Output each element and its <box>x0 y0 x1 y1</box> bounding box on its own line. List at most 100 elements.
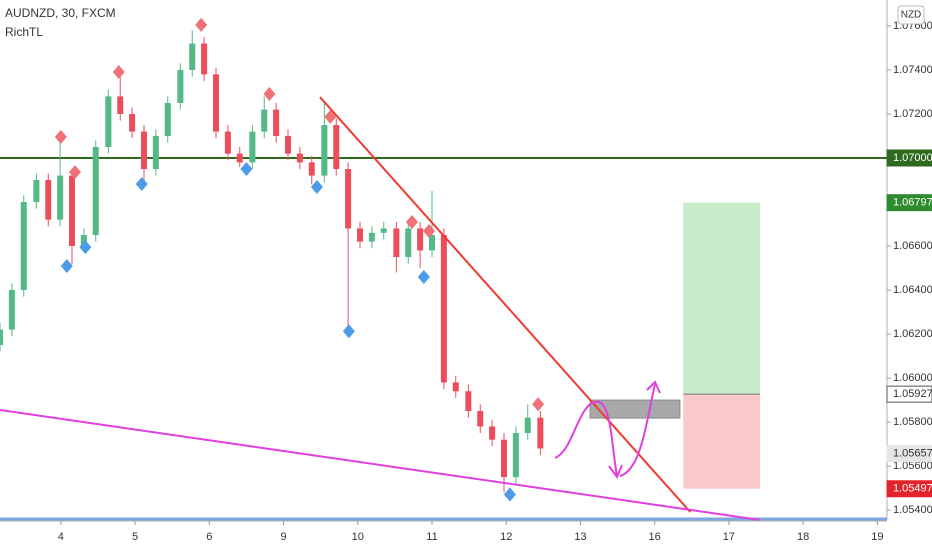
price-badge-label: 1.05657 <box>893 447 932 459</box>
pivot-high <box>324 109 337 124</box>
pivot-high <box>54 129 67 144</box>
pivot-low <box>60 259 73 274</box>
candle-body <box>140 131 147 170</box>
pivot-high <box>68 165 81 180</box>
y-tick-label: 1.06400 <box>893 284 932 296</box>
candle-body <box>273 109 280 136</box>
candle-body <box>152 135 159 170</box>
pivot-high <box>423 224 436 239</box>
candle-body <box>417 228 424 251</box>
candle-body <box>80 235 87 247</box>
candle-body <box>92 146 99 236</box>
arrow-head <box>608 464 623 480</box>
y-tick-label: 1.05800 <box>893 416 932 428</box>
pivot-low <box>135 176 148 191</box>
price-badge <box>886 194 932 212</box>
projection-curve <box>554 400 601 459</box>
candle-body <box>512 433 519 478</box>
candle-body <box>68 175 75 247</box>
indicator-name: RichTL <box>5 25 43 39</box>
pivot-low <box>240 162 253 177</box>
pivot-low <box>310 180 323 195</box>
price-badge-label: 1.07000 <box>893 152 932 164</box>
candle-body <box>333 124 340 170</box>
price-badge-label: 1.06797 <box>893 197 932 209</box>
candle-body <box>452 382 459 392</box>
x-tick-label: 10 <box>352 531 364 543</box>
y-tick-label: 1.05600 <box>893 460 932 472</box>
x-tick-label: 11 <box>426 531 437 543</box>
pivot-low <box>417 270 430 285</box>
trendline <box>319 96 692 513</box>
candle-body <box>524 417 531 434</box>
pivot-high <box>112 64 125 79</box>
candle-body <box>0 329 3 346</box>
candle-body <box>189 43 196 70</box>
stop-zone <box>683 394 761 489</box>
candle-body <box>45 180 52 220</box>
candle-body <box>224 131 231 154</box>
x-tick-label: 16 <box>649 531 661 543</box>
y-tick-label: 1.07200 <box>893 108 932 120</box>
x-tick-label: 18 <box>797 531 809 543</box>
candle-body <box>321 124 328 176</box>
x-tick-label: 4 <box>58 531 64 543</box>
target-zone <box>683 202 761 395</box>
price-badge <box>886 480 932 498</box>
candle-body <box>393 228 400 258</box>
candle-body <box>537 417 544 449</box>
candle-body <box>296 153 303 163</box>
candle-body <box>105 96 112 147</box>
candle-body <box>249 131 256 163</box>
price-badge <box>886 445 932 463</box>
y-tick-label: 1.05400 <box>893 504 932 516</box>
x-tick-label: 13 <box>574 531 586 543</box>
chart-title: AUDNZD, 30, FXCM <box>5 6 116 20</box>
candle-body <box>8 290 15 330</box>
candle-body <box>236 153 243 163</box>
price-badge-label: 1.05497 <box>893 483 932 495</box>
candle-body <box>465 391 472 412</box>
candle-body <box>117 96 124 114</box>
candle-body <box>368 232 375 242</box>
price-badge <box>886 385 932 403</box>
candle-body <box>308 162 315 176</box>
candle-body <box>489 426 496 440</box>
pivot-low <box>342 324 355 339</box>
candle-body <box>428 235 435 251</box>
candle-body <box>57 175 64 220</box>
candle-body <box>129 113 136 132</box>
currency-button[interactable] <box>897 5 925 25</box>
projection-curve <box>599 401 618 477</box>
candle-body <box>356 228 363 242</box>
pivot-high <box>532 397 545 412</box>
x-tick-label: 19 <box>871 531 883 543</box>
price-badge <box>886 149 932 167</box>
candle-body <box>177 69 184 103</box>
candle-body <box>261 109 268 132</box>
pivot-low <box>79 240 92 255</box>
candle-body <box>345 169 352 229</box>
plot-area <box>0 17 887 522</box>
x-tick-label: 17 <box>723 531 735 543</box>
candle-body <box>380 228 387 233</box>
price-badge-label: 1.05927 <box>893 388 932 400</box>
pivot-high <box>405 215 418 230</box>
pivot-high <box>195 17 208 32</box>
pivot-high <box>263 86 276 101</box>
trendline <box>0 408 761 521</box>
x-tick-label: 6 <box>206 531 212 543</box>
y-tick-label: 1.06200 <box>893 328 932 340</box>
candle-body <box>212 74 219 132</box>
candle-body <box>284 135 291 154</box>
y-tick-label: 1.07400 <box>893 64 932 76</box>
candle-body <box>201 43 208 75</box>
y-tick-label: 1.06000 <box>893 372 932 384</box>
candle-body <box>477 411 484 427</box>
arrow-head <box>646 380 661 394</box>
x-tick-label: 9 <box>280 531 286 543</box>
pivot-low <box>503 487 516 502</box>
currency-label[interactable]: NZD <box>901 10 922 21</box>
candle-body <box>405 228 412 258</box>
x-tick-label: 12 <box>500 531 512 543</box>
